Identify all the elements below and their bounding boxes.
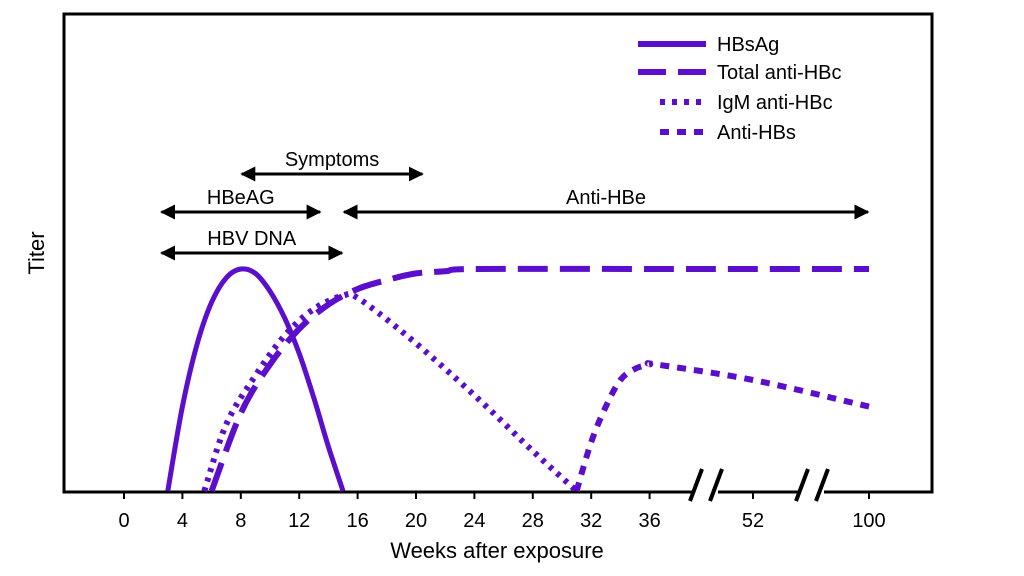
series-layer: [165, 265, 870, 494]
span-label-anti-hbe: Anti-HBe: [566, 187, 646, 209]
x-tick-label-28: 28: [522, 510, 544, 532]
x-tick-label-8: 8: [235, 510, 246, 532]
x-tick-label-16: 16: [346, 510, 368, 532]
x-tick-label-12: 12: [288, 510, 310, 532]
x-tick-label-0: 0: [118, 510, 129, 532]
legend-label-total-anti-hbc: Total anti-HBc: [717, 62, 842, 84]
x-tick-label-36: 36: [638, 510, 660, 532]
x-tick-label-20: 20: [405, 510, 427, 532]
legend-label-hbsag: HBsAg: [717, 34, 779, 56]
x-tick-label-4: 4: [177, 510, 188, 532]
plot-frame: [62, 12, 934, 494]
axis-break-slash-1b: [708, 468, 724, 502]
x-tick-label-32: 32: [580, 510, 602, 532]
legend-label-igm-anti-hbc: IgM anti-HBc: [717, 92, 833, 114]
spans-layer: Symptoms HBeAG Anti-HBe HBV DNA: [160, 149, 870, 261]
span-label-hbv-dna: HBV DNA: [207, 228, 297, 250]
axis-break-gap-1: [694, 487, 718, 495]
series-line-total-anti-hbc: [208, 265, 869, 493]
series-line-igm-anti-hbc: [201, 290, 579, 494]
x-tick-label-100: 100: [852, 510, 885, 532]
legend-label-anti-hbs: Anti-HBs: [717, 122, 796, 144]
x-axis-title: Weeks after exposure: [390, 538, 604, 563]
axis-break-slash-2b: [814, 468, 830, 502]
series-line-hbsag: [165, 266, 346, 492]
legend: HBsAg Total anti-HBc IgM anti-HBc Anti-HBs: [638, 34, 842, 144]
span-label-symptoms: Symptoms: [285, 149, 379, 171]
axis-break-gap-2: [800, 487, 824, 495]
x-tick-label-24: 24: [463, 510, 485, 532]
axis-break-slash-2a: [794, 468, 810, 502]
span-label-hbeag: HBeAG: [207, 187, 275, 209]
x-ticks-layer: 0 4 8 12 16 20 24 28 32 36 52 100: [118, 491, 886, 532]
y-axis-title: Titer: [24, 231, 49, 274]
x-tick-label-52: 52: [742, 510, 764, 532]
axis-breaks-layer: [688, 468, 830, 502]
series-line-anti-hbs: [573, 360, 870, 492]
axis-break-slash-1a: [688, 468, 704, 502]
